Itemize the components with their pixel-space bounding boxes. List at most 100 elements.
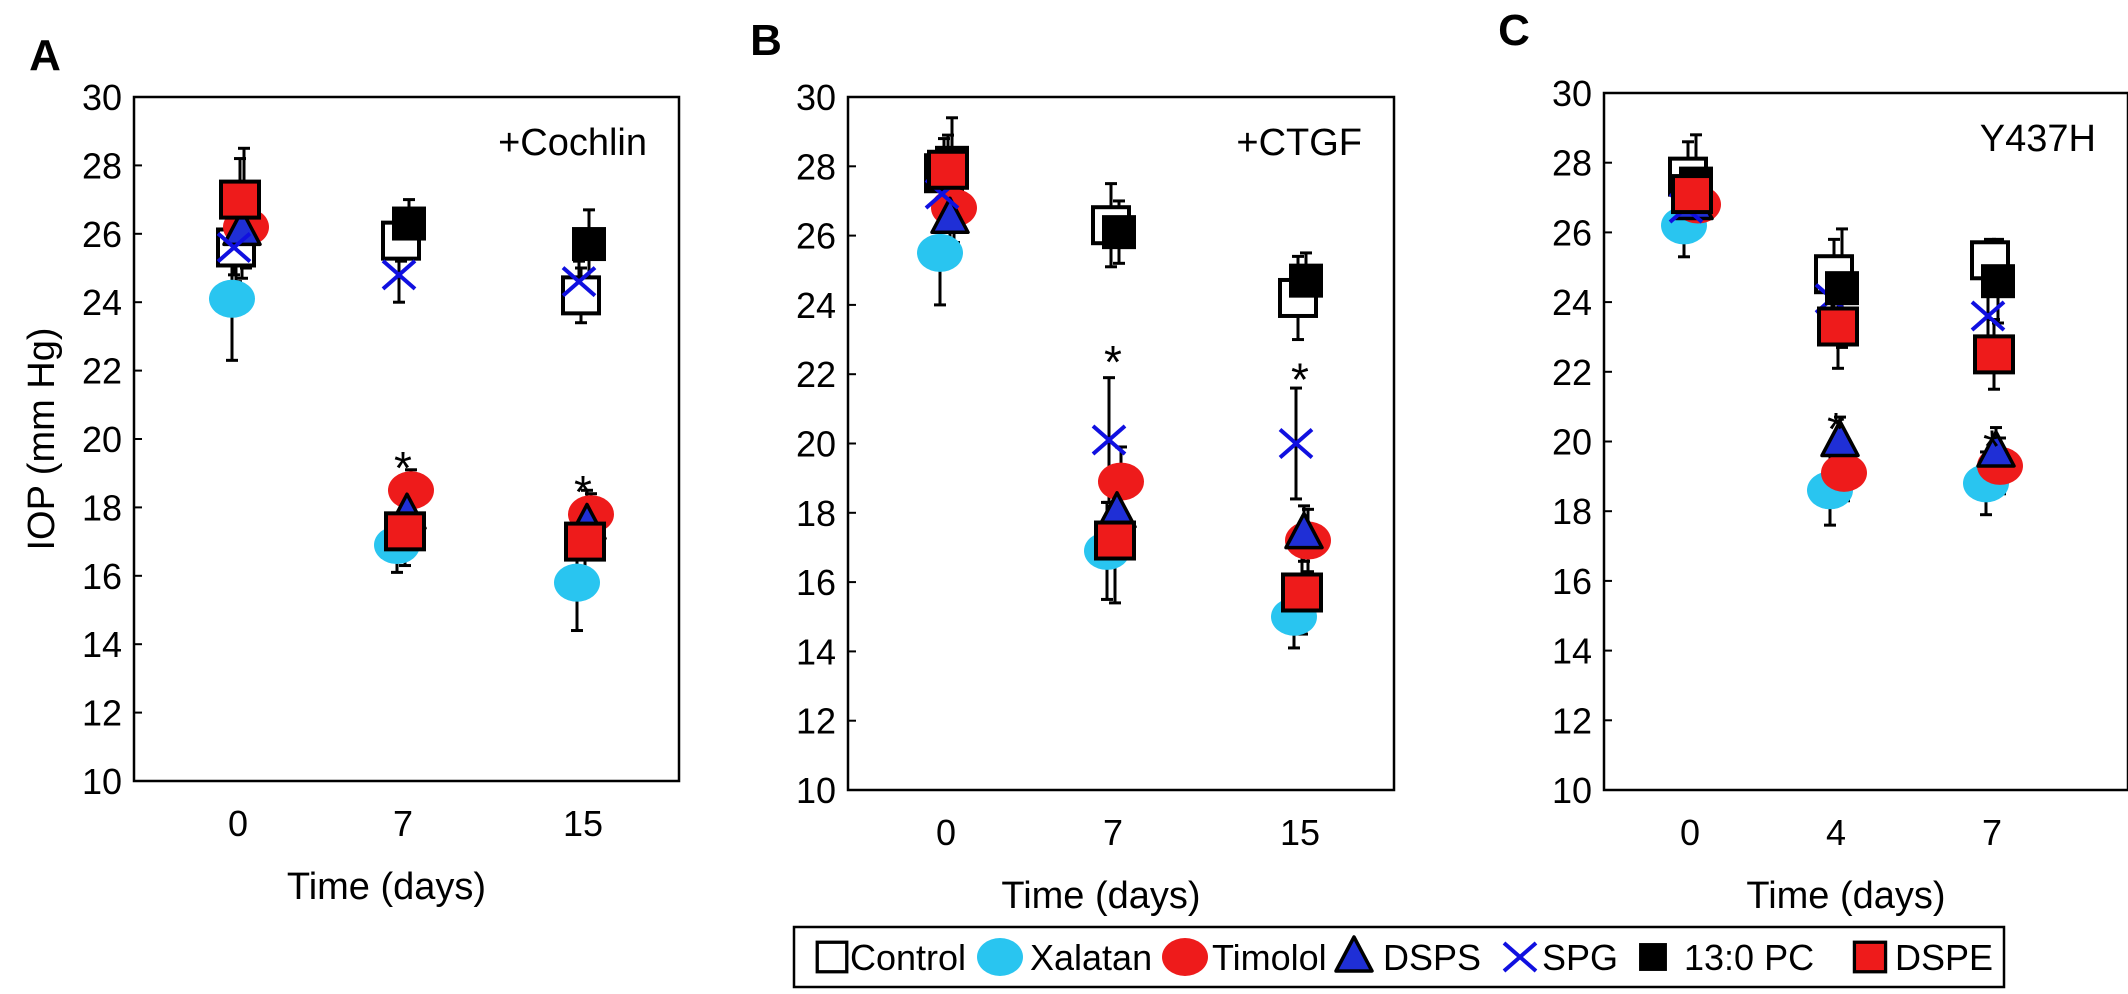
x-tick-label: 0 bbox=[1680, 812, 1700, 853]
x-tick-label: 0 bbox=[936, 812, 956, 853]
x-tick-label: 7 bbox=[1103, 812, 1123, 853]
y-tick-label: 22 bbox=[796, 354, 836, 395]
y-tick-label: 22 bbox=[1552, 352, 1592, 393]
pc-marker bbox=[1639, 943, 1667, 971]
legend-label: Control bbox=[850, 937, 966, 978]
panel-label: B bbox=[750, 16, 782, 65]
dsps-marker bbox=[1334, 935, 1374, 973]
legend-marker-xalatan bbox=[977, 938, 1023, 976]
data-point-dsps bbox=[930, 196, 970, 235]
data-point-dspe bbox=[219, 179, 261, 220]
significance-star: * bbox=[1827, 403, 1845, 455]
y-tick-label: 22 bbox=[82, 351, 122, 392]
data-point-13-0-pc bbox=[392, 206, 426, 241]
data-point-xalatan bbox=[209, 279, 255, 318]
data-point-dsps bbox=[1976, 430, 2016, 468]
legend-marker-spg bbox=[1502, 941, 1538, 973]
y-tick-label: 20 bbox=[796, 424, 836, 465]
dspe-marker bbox=[1973, 334, 2015, 375]
dspe-marker bbox=[384, 511, 426, 552]
legend-marker-dsps bbox=[1334, 935, 1374, 973]
y-tick-label: 20 bbox=[1552, 422, 1592, 463]
legend-marker-control bbox=[815, 940, 849, 974]
timolol-marker bbox=[1821, 453, 1867, 492]
data-point-dspe bbox=[1817, 306, 1859, 347]
significance-star: * bbox=[1291, 353, 1309, 405]
spg-stroke bbox=[1502, 941, 1538, 973]
panel-annotation: +CTGF bbox=[1236, 122, 1362, 164]
y-tick-label: 18 bbox=[796, 493, 836, 534]
spg-stroke bbox=[216, 231, 252, 263]
significance-star: * bbox=[1104, 336, 1122, 388]
data-point-13-0-pc bbox=[1102, 215, 1136, 250]
y-tick-label: 24 bbox=[796, 285, 836, 326]
y-tick-label: 28 bbox=[1552, 143, 1592, 184]
dspe-marker bbox=[564, 521, 606, 562]
spg-stroke bbox=[381, 259, 417, 291]
data-point-13-0-pc bbox=[1981, 264, 2015, 299]
data-point-spg bbox=[561, 266, 597, 298]
chart-panel-a: 10 12 14 16 18 20 22 24 26 28 30 0 7 15 Time (days) IOP… bbox=[21, 31, 681, 908]
dspe-marker bbox=[219, 179, 261, 220]
legend-marker-13-0-pc bbox=[1639, 943, 1667, 971]
x-tick-label: 0 bbox=[228, 803, 248, 844]
y-tick-label: 26 bbox=[796, 216, 836, 257]
pc-marker bbox=[572, 227, 606, 262]
panel-label: C bbox=[1498, 6, 1530, 55]
y-tick-label: 16 bbox=[82, 556, 122, 597]
legend-label: 13:0 PC bbox=[1684, 937, 1814, 978]
data-point-xalatan bbox=[917, 233, 963, 272]
data-point-13-0-pc bbox=[1289, 263, 1323, 298]
y-tick-label: 26 bbox=[1552, 212, 1592, 253]
xalatan-marker bbox=[209, 279, 255, 318]
legend-label: DSPE bbox=[1895, 937, 1993, 978]
data-point-dspe bbox=[384, 511, 426, 552]
y-tick-label: 28 bbox=[796, 146, 836, 187]
dsps-marker bbox=[930, 196, 970, 235]
spg-stroke bbox=[1970, 300, 2006, 332]
data-point-dspe bbox=[564, 521, 606, 562]
data-point-dspe bbox=[1973, 334, 2015, 375]
dspe-marker bbox=[1852, 940, 1888, 974]
y-tick-label: 30 bbox=[1552, 73, 1592, 114]
data-point-spg bbox=[216, 231, 252, 263]
dspe-marker bbox=[927, 149, 969, 190]
data-point-dsps bbox=[1284, 511, 1324, 550]
y-tick-label: 24 bbox=[1552, 282, 1592, 323]
xalatan-marker bbox=[917, 233, 963, 272]
x-axis-label: Time (days) bbox=[1746, 875, 1945, 917]
data-point-dspe bbox=[1281, 572, 1323, 613]
timolol-marker bbox=[1162, 938, 1208, 976]
x-axis-label: Time (days) bbox=[287, 866, 486, 908]
y-tick-label: 12 bbox=[1552, 700, 1592, 741]
y-tick-label: 12 bbox=[796, 701, 836, 742]
x-tick-label: 7 bbox=[393, 803, 413, 844]
x-tick-label: 15 bbox=[1280, 812, 1320, 853]
legend-label: Timolol bbox=[1212, 937, 1327, 978]
timolol-marker bbox=[1098, 462, 1144, 501]
pc-marker bbox=[392, 206, 426, 241]
data-point-dspe bbox=[1094, 520, 1136, 561]
data-point-dsps bbox=[222, 208, 262, 247]
y-tick-label: 20 bbox=[82, 419, 122, 460]
dspe-marker bbox=[1817, 306, 1859, 347]
control-marker bbox=[815, 940, 849, 974]
pc-marker bbox=[1102, 215, 1136, 250]
spg-stroke bbox=[561, 266, 597, 298]
y-tick-label: 16 bbox=[796, 562, 836, 603]
y-tick-label: 14 bbox=[82, 624, 122, 665]
y-tick-label: 10 bbox=[1552, 770, 1592, 811]
y-tick-label: 10 bbox=[796, 770, 836, 811]
y-tick-label: 14 bbox=[796, 631, 836, 672]
data-point-dspe bbox=[927, 149, 969, 190]
y-tick-label: 16 bbox=[1552, 561, 1592, 602]
y-tick-label: 30 bbox=[82, 77, 122, 118]
dspe-marker bbox=[1281, 572, 1323, 613]
panel-annotation: +Cochlin bbox=[498, 122, 647, 164]
panel-label: A bbox=[29, 31, 61, 80]
xalatan-marker bbox=[554, 563, 600, 602]
x-tick-label: 15 bbox=[563, 803, 603, 844]
y-tick-label: 18 bbox=[1552, 491, 1592, 532]
y-tick-label: 24 bbox=[82, 282, 122, 323]
